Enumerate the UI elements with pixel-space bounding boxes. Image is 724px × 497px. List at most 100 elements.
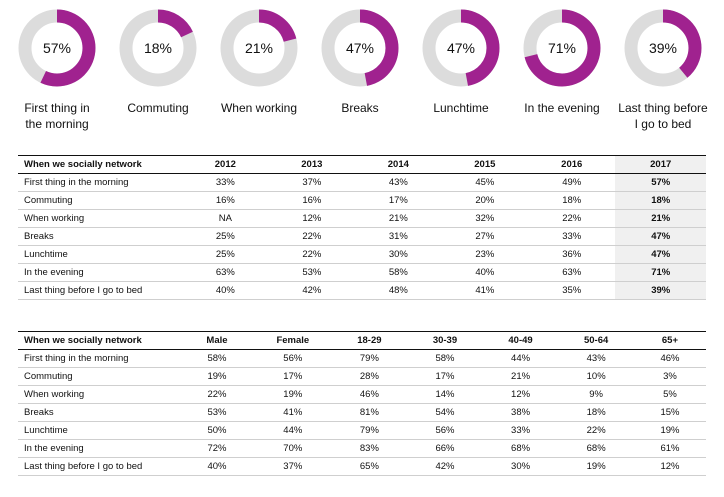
table-header-row: When we socially network 2012 2013 2014 2015… [18, 155, 706, 174]
donut-value-arc [422, 9, 500, 87]
donut-value-arc [523, 9, 601, 87]
donut-caption: Commuting [103, 100, 213, 116]
column-header: 30-39 [407, 331, 483, 350]
table-cell: 58% [407, 349, 483, 368]
table-cell: 40% [182, 281, 269, 300]
table-cell: 31% [355, 227, 442, 246]
column-header: 65+ [633, 331, 706, 350]
row-label: Commuting [18, 191, 183, 210]
table-row: In the evening 63% 53% 58% 40% 63% 71% [18, 263, 706, 282]
donut-svg: 39% [624, 9, 702, 87]
column-header: 2017 [615, 155, 706, 174]
table-cell: 72% [179, 439, 255, 458]
table-cell: 79% [331, 421, 408, 440]
table-cell: 42% [268, 281, 356, 300]
table-cell: 28% [331, 367, 408, 386]
donut-percent-label: 39% [649, 40, 677, 56]
table-cell: 10% [558, 367, 634, 386]
donut-svg: 71% [523, 9, 601, 87]
donut-caption: When working [204, 100, 314, 116]
donut-percent-label: 57% [43, 40, 71, 56]
row-label: When working [18, 385, 180, 404]
table-cell: 23% [441, 245, 529, 264]
donut-percent-label: 71% [548, 40, 576, 56]
table-cell: 21% [482, 367, 559, 386]
table-row: Last thing before I go to bed 40% 42% 48% 41… [18, 281, 706, 300]
table-cell: 22% [268, 227, 356, 246]
table-cell: 14% [407, 385, 483, 404]
row-label: Commuting [18, 367, 180, 386]
table-cell: 56% [254, 349, 332, 368]
table-cell: 66% [407, 439, 483, 458]
table-cell: 47% [615, 227, 706, 246]
donut-value-arc [220, 9, 298, 87]
row-label: Last thing before I go to bed [18, 457, 180, 476]
table-cell: 22% [558, 421, 634, 440]
donut-percent-label: 47% [447, 40, 475, 56]
table-cell: 70% [254, 439, 332, 458]
donut-caption-line: Breaks [341, 101, 379, 115]
table-cell: 19% [254, 385, 332, 404]
donut-svg: 18% [119, 9, 197, 87]
table-row: First thing in the morning 58% 56% 79% 58% 44… [18, 349, 706, 368]
table-cell: 50% [179, 421, 255, 440]
table-cell: 41% [254, 403, 332, 422]
table-cell: 45% [441, 173, 529, 192]
donut-caption-line: Commuting [127, 101, 189, 115]
table-cell: 48% [355, 281, 442, 300]
column-header: 50-64 [558, 331, 634, 350]
table-cell: 32% [441, 209, 529, 228]
table-cell: 63% [528, 263, 616, 282]
table-cell: 44% [482, 349, 559, 368]
table-cell: 40% [441, 263, 529, 282]
table-cell: 33% [528, 227, 616, 246]
table-cell: 38% [482, 403, 559, 422]
table-row: Breaks 25% 22% 31% 27% 33% 47% [18, 227, 706, 246]
table-cell: 47% [615, 245, 706, 264]
table-cell: 63% [182, 263, 269, 282]
donut-1: 57% First thing in the morning [2, 8, 112, 132]
donut-caption: First thing in the morning [2, 100, 112, 132]
table-row: Lunchtime 50% 44% 79% 56% 33% 22% 19% [18, 421, 706, 440]
table-cell: 18% [558, 403, 634, 422]
table-cell: 35% [528, 281, 616, 300]
row-label: Lunchtime [18, 421, 180, 440]
donut-caption: In the evening [507, 100, 617, 116]
column-header: 2012 [182, 155, 269, 174]
table-row: Commuting 19% 17% 28% 17% 21% 10% 3% [18, 367, 706, 386]
year-table: When we socially network 2012 2013 2014 2015… [18, 155, 706, 300]
column-header: 2016 [528, 155, 616, 174]
table-cell: 53% [179, 403, 255, 422]
table-cell: 17% [355, 191, 442, 210]
table-cell: 22% [528, 209, 616, 228]
table-cell: 58% [355, 263, 442, 282]
table-cell: 3% [633, 367, 706, 386]
table-cell: 44% [254, 421, 332, 440]
table-cell: 61% [633, 439, 706, 458]
donut-value-arc [119, 9, 197, 87]
table-cell: 9% [558, 385, 634, 404]
table-cell: 68% [482, 439, 559, 458]
table-cell: 33% [182, 173, 269, 192]
column-header: When we socially network [18, 155, 183, 174]
row-label: First thing in the morning [18, 173, 183, 192]
donut-percent-label: 21% [245, 40, 273, 56]
table-row: In the evening 72% 70% 83% 66% 68% 68% 61% [18, 439, 706, 458]
table-header-row: When we socially network Male Female 18-29 3… [18, 331, 706, 350]
donut-4: 47% Breaks [305, 8, 415, 116]
table-cell: 56% [407, 421, 483, 440]
table-cell: 21% [615, 209, 706, 228]
table-cell: 22% [268, 245, 356, 264]
table-row: Commuting 16% 16% 17% 20% 18% 18% [18, 191, 706, 210]
donut-caption-line: Lunchtime [433, 101, 489, 115]
table-cell: 20% [441, 191, 529, 210]
table-cell: 33% [482, 421, 559, 440]
donut-caption-line: In the evening [524, 101, 600, 115]
donut-3: 21% When working [204, 8, 314, 116]
table-cell: 54% [407, 403, 483, 422]
donut-caption-line: When working [220, 101, 298, 115]
donut-caption-line: the morning [25, 117, 89, 131]
row-label: In the evening [18, 439, 180, 458]
column-header: When we socially network [18, 331, 180, 350]
donut-value-arc [624, 9, 702, 87]
